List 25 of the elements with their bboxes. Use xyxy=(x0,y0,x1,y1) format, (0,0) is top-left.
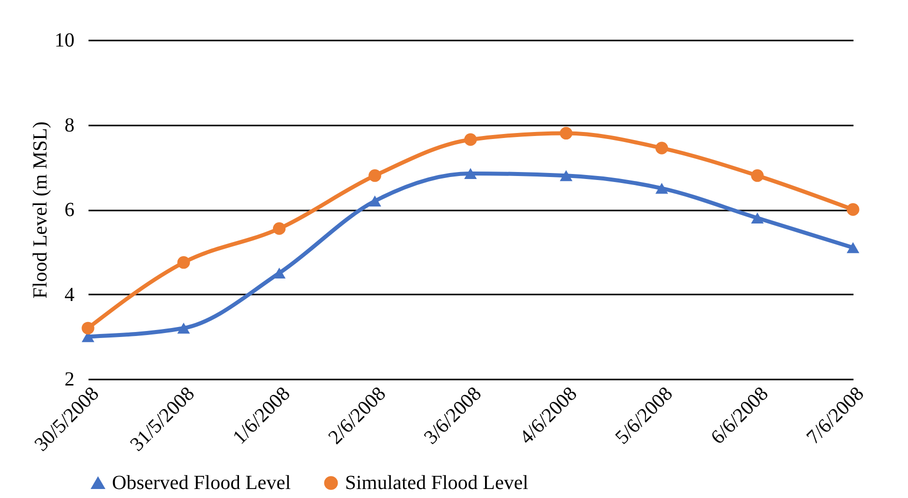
point xyxy=(272,222,286,235)
point xyxy=(464,133,477,146)
point xyxy=(560,170,572,182)
y-axis-title: Flood Level (m MSL) xyxy=(30,121,52,299)
point xyxy=(177,256,190,269)
point xyxy=(560,126,572,140)
y-tick-label: 8 xyxy=(64,114,74,136)
point xyxy=(272,268,286,279)
point xyxy=(751,212,764,224)
point xyxy=(751,169,764,182)
legend-label: Simulated Flood Level xyxy=(345,472,529,494)
point xyxy=(846,242,860,254)
y-tick-label: 10 xyxy=(54,30,74,52)
y-tick-label: 6 xyxy=(64,199,74,221)
point xyxy=(368,196,382,206)
legend-label: Observed Flood Level xyxy=(112,472,292,494)
point xyxy=(655,182,668,194)
point xyxy=(464,168,477,179)
y-tick-label: 4 xyxy=(64,284,74,306)
point xyxy=(846,203,860,216)
point xyxy=(655,142,668,154)
y-tick-label: 2 xyxy=(64,368,74,390)
point xyxy=(368,169,382,182)
point xyxy=(82,322,94,334)
point xyxy=(177,322,190,334)
